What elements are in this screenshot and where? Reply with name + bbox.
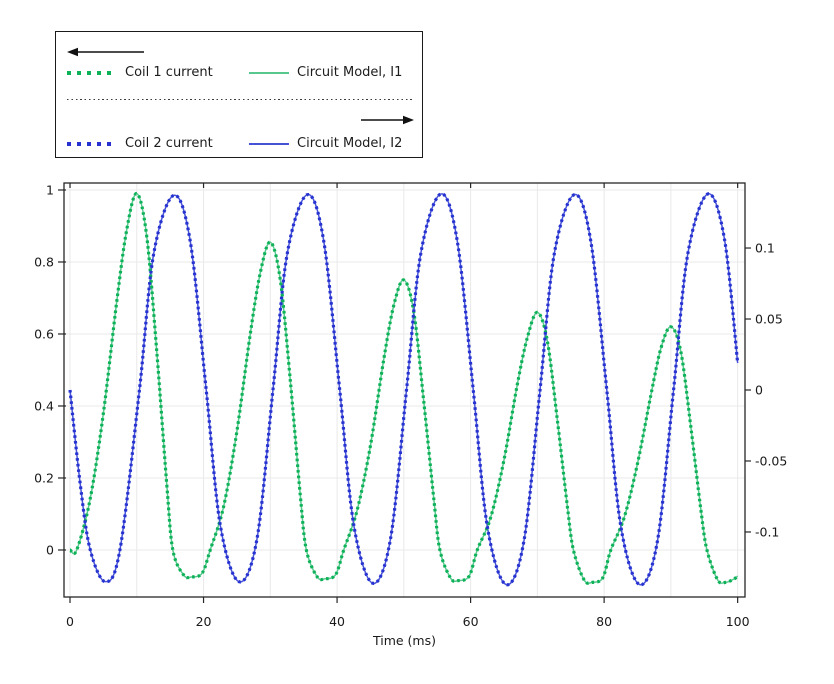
left-tick-label: 0.8	[34, 254, 54, 269]
legend-box: Coil 1 current Circuit Model, I1 Coil 2 …	[55, 31, 423, 158]
left-tick-label: 0	[46, 542, 54, 557]
legend-separator	[67, 99, 413, 101]
x-tick-label: 60	[463, 614, 479, 629]
plot-frame	[63, 182, 746, 598]
left-tick-label: 0.4	[34, 398, 54, 413]
coil2-dotted-sample	[67, 142, 116, 146]
x-axis-label: Time (ms)	[372, 633, 436, 648]
left-tick-label: 0.2	[34, 470, 54, 485]
model1-line-sample	[249, 72, 289, 74]
x-tick-label: 40	[329, 614, 345, 629]
right-tick-label: -0.1	[755, 524, 779, 539]
model2-label: Circuit Model, I2	[297, 136, 403, 151]
left-arrow-icon	[67, 47, 144, 57]
x-tick-label: 100	[726, 614, 750, 629]
right-tick-label: 0	[755, 383, 763, 398]
left-tick-label: 1	[46, 182, 54, 197]
model1-label: Circuit Model, I1	[297, 65, 403, 80]
series-coil1-dotted	[69, 191, 739, 585]
right-tick-label: 0.05	[755, 312, 783, 327]
coil2-label: Coil 2 current	[125, 136, 213, 151]
x-tick-label: 80	[596, 614, 612, 629]
coil1-label: Coil 1 current	[125, 65, 213, 80]
right-tick-label: -0.05	[755, 453, 787, 468]
series-coil2-dotted	[68, 192, 740, 587]
left-tick-label: 0.6	[34, 326, 54, 341]
x-tick-label: 20	[196, 614, 212, 629]
right-tick-label: 0.1	[755, 241, 775, 256]
x-tick-label: 0	[66, 614, 74, 629]
coil1-dotted-sample	[67, 71, 116, 75]
right-arrow-icon	[361, 115, 414, 125]
model2-line-sample	[249, 143, 289, 145]
